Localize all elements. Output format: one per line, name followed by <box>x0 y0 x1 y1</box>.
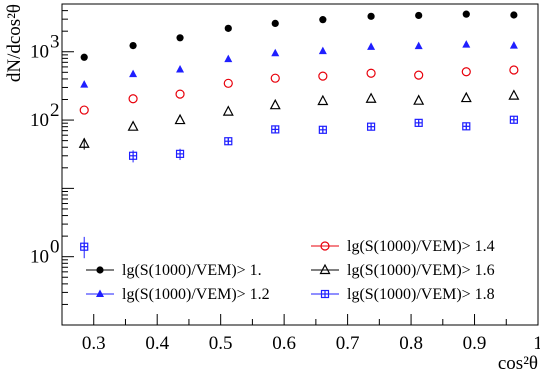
x-tick-label: 0.4 <box>145 333 169 354</box>
data-point <box>174 113 186 125</box>
data-point <box>222 105 234 116</box>
y-tick-exponent: 2 <box>50 100 60 121</box>
legend-entry: lg(S(1000)/VEM)> 1.6 <box>311 262 495 279</box>
data-point <box>415 11 423 20</box>
legend-marker <box>320 289 330 299</box>
data-point <box>318 46 327 55</box>
tick-labels: 0.3 0.4 0.5 0.6 0.7 0.8 0.9 110 010 210 3 <box>30 32 540 354</box>
x-tick-label: 0.6 <box>272 333 296 354</box>
data-point <box>176 64 185 73</box>
data-point <box>127 120 139 131</box>
legend-label: lg(S(1000)/VEM)> 1.4 <box>347 238 495 255</box>
data-point <box>129 42 137 50</box>
data-point <box>366 122 376 131</box>
data-point <box>78 137 90 148</box>
data-point <box>224 54 233 63</box>
x-tick-label: 0.3 <box>82 333 106 354</box>
legend-label: lg(S(1000)/VEM)> 1.6 <box>347 262 495 279</box>
data-point <box>414 118 423 127</box>
x-tick-label: 0.5 <box>209 333 233 354</box>
data-point <box>176 34 184 42</box>
data-point <box>510 11 518 19</box>
data-point <box>175 149 185 158</box>
legend-entry: lg(S(1000)/VEM)> 1. <box>86 262 262 279</box>
y-axis-label: dN/dcos²θ <box>4 4 25 82</box>
data-point <box>508 89 520 100</box>
legend-marker <box>96 289 104 297</box>
data-point <box>319 16 327 24</box>
y-tick-label: 10 <box>30 247 49 268</box>
data-point <box>462 10 470 18</box>
data-point <box>271 125 280 134</box>
x-tick-label: 1 <box>533 333 540 354</box>
x-axis-label: cos²θ <box>498 353 538 374</box>
axis-ticks <box>61 3 539 326</box>
data-point <box>462 122 471 131</box>
y-tick-label: 10 <box>30 110 49 131</box>
data-point <box>462 40 471 48</box>
data-point <box>175 89 185 99</box>
legend-label: lg(S(1000)/VEM)> 1.2 <box>122 286 270 303</box>
legend-marker <box>319 263 331 275</box>
data-point <box>414 70 424 80</box>
data-point <box>128 151 138 160</box>
legend: lg(S(1000)/VEM)> 1. lg(S(1000)/VEM)> 1.2 l… <box>86 238 495 303</box>
y-tick-exponent: 0 <box>50 237 60 258</box>
data-point <box>224 24 232 32</box>
x-tick-label: 0.7 <box>336 333 360 354</box>
y-tick-exponent: 3 <box>50 32 60 53</box>
data-point <box>318 125 327 134</box>
data-point <box>509 41 518 49</box>
data-point <box>366 68 376 78</box>
data-point <box>365 92 377 103</box>
data-point <box>224 137 233 146</box>
plot-frame <box>61 3 539 326</box>
data-marks <box>78 10 520 259</box>
data-point <box>80 242 89 251</box>
legend-marker <box>96 266 104 274</box>
y-tick-label: 10 <box>30 42 49 63</box>
data-point <box>317 94 329 106</box>
data-point <box>223 78 233 88</box>
data-point <box>269 98 281 110</box>
data-point <box>79 105 89 115</box>
legend-entry: lg(S(1000)/VEM)> 1.4 <box>311 238 495 255</box>
data-point <box>367 12 375 20</box>
data-point <box>509 115 518 124</box>
data-point <box>509 65 519 75</box>
data-point <box>129 69 138 78</box>
legend-entry: lg(S(1000)/VEM)> 1.2 <box>86 286 270 303</box>
data-point <box>367 42 376 50</box>
data-point <box>413 94 425 105</box>
legend-label: lg(S(1000)/VEM)> 1. <box>122 262 262 279</box>
legend-entry: lg(S(1000)/VEM)> 1.8 <box>311 286 495 303</box>
data-point <box>80 80 89 88</box>
data-point <box>271 19 279 28</box>
data-point <box>128 94 138 104</box>
x-tick-label: 0.8 <box>399 333 423 354</box>
data-point <box>80 53 88 61</box>
data-point <box>460 91 472 103</box>
legend-label: lg(S(1000)/VEM)> 1.8 <box>347 286 495 303</box>
data-point <box>270 73 280 83</box>
legend-marker <box>320 241 330 251</box>
x-tick-label: 0.9 <box>463 333 487 354</box>
data-point <box>271 48 280 57</box>
data-point <box>414 41 423 50</box>
data-point <box>461 67 471 77</box>
data-point <box>318 71 328 81</box>
